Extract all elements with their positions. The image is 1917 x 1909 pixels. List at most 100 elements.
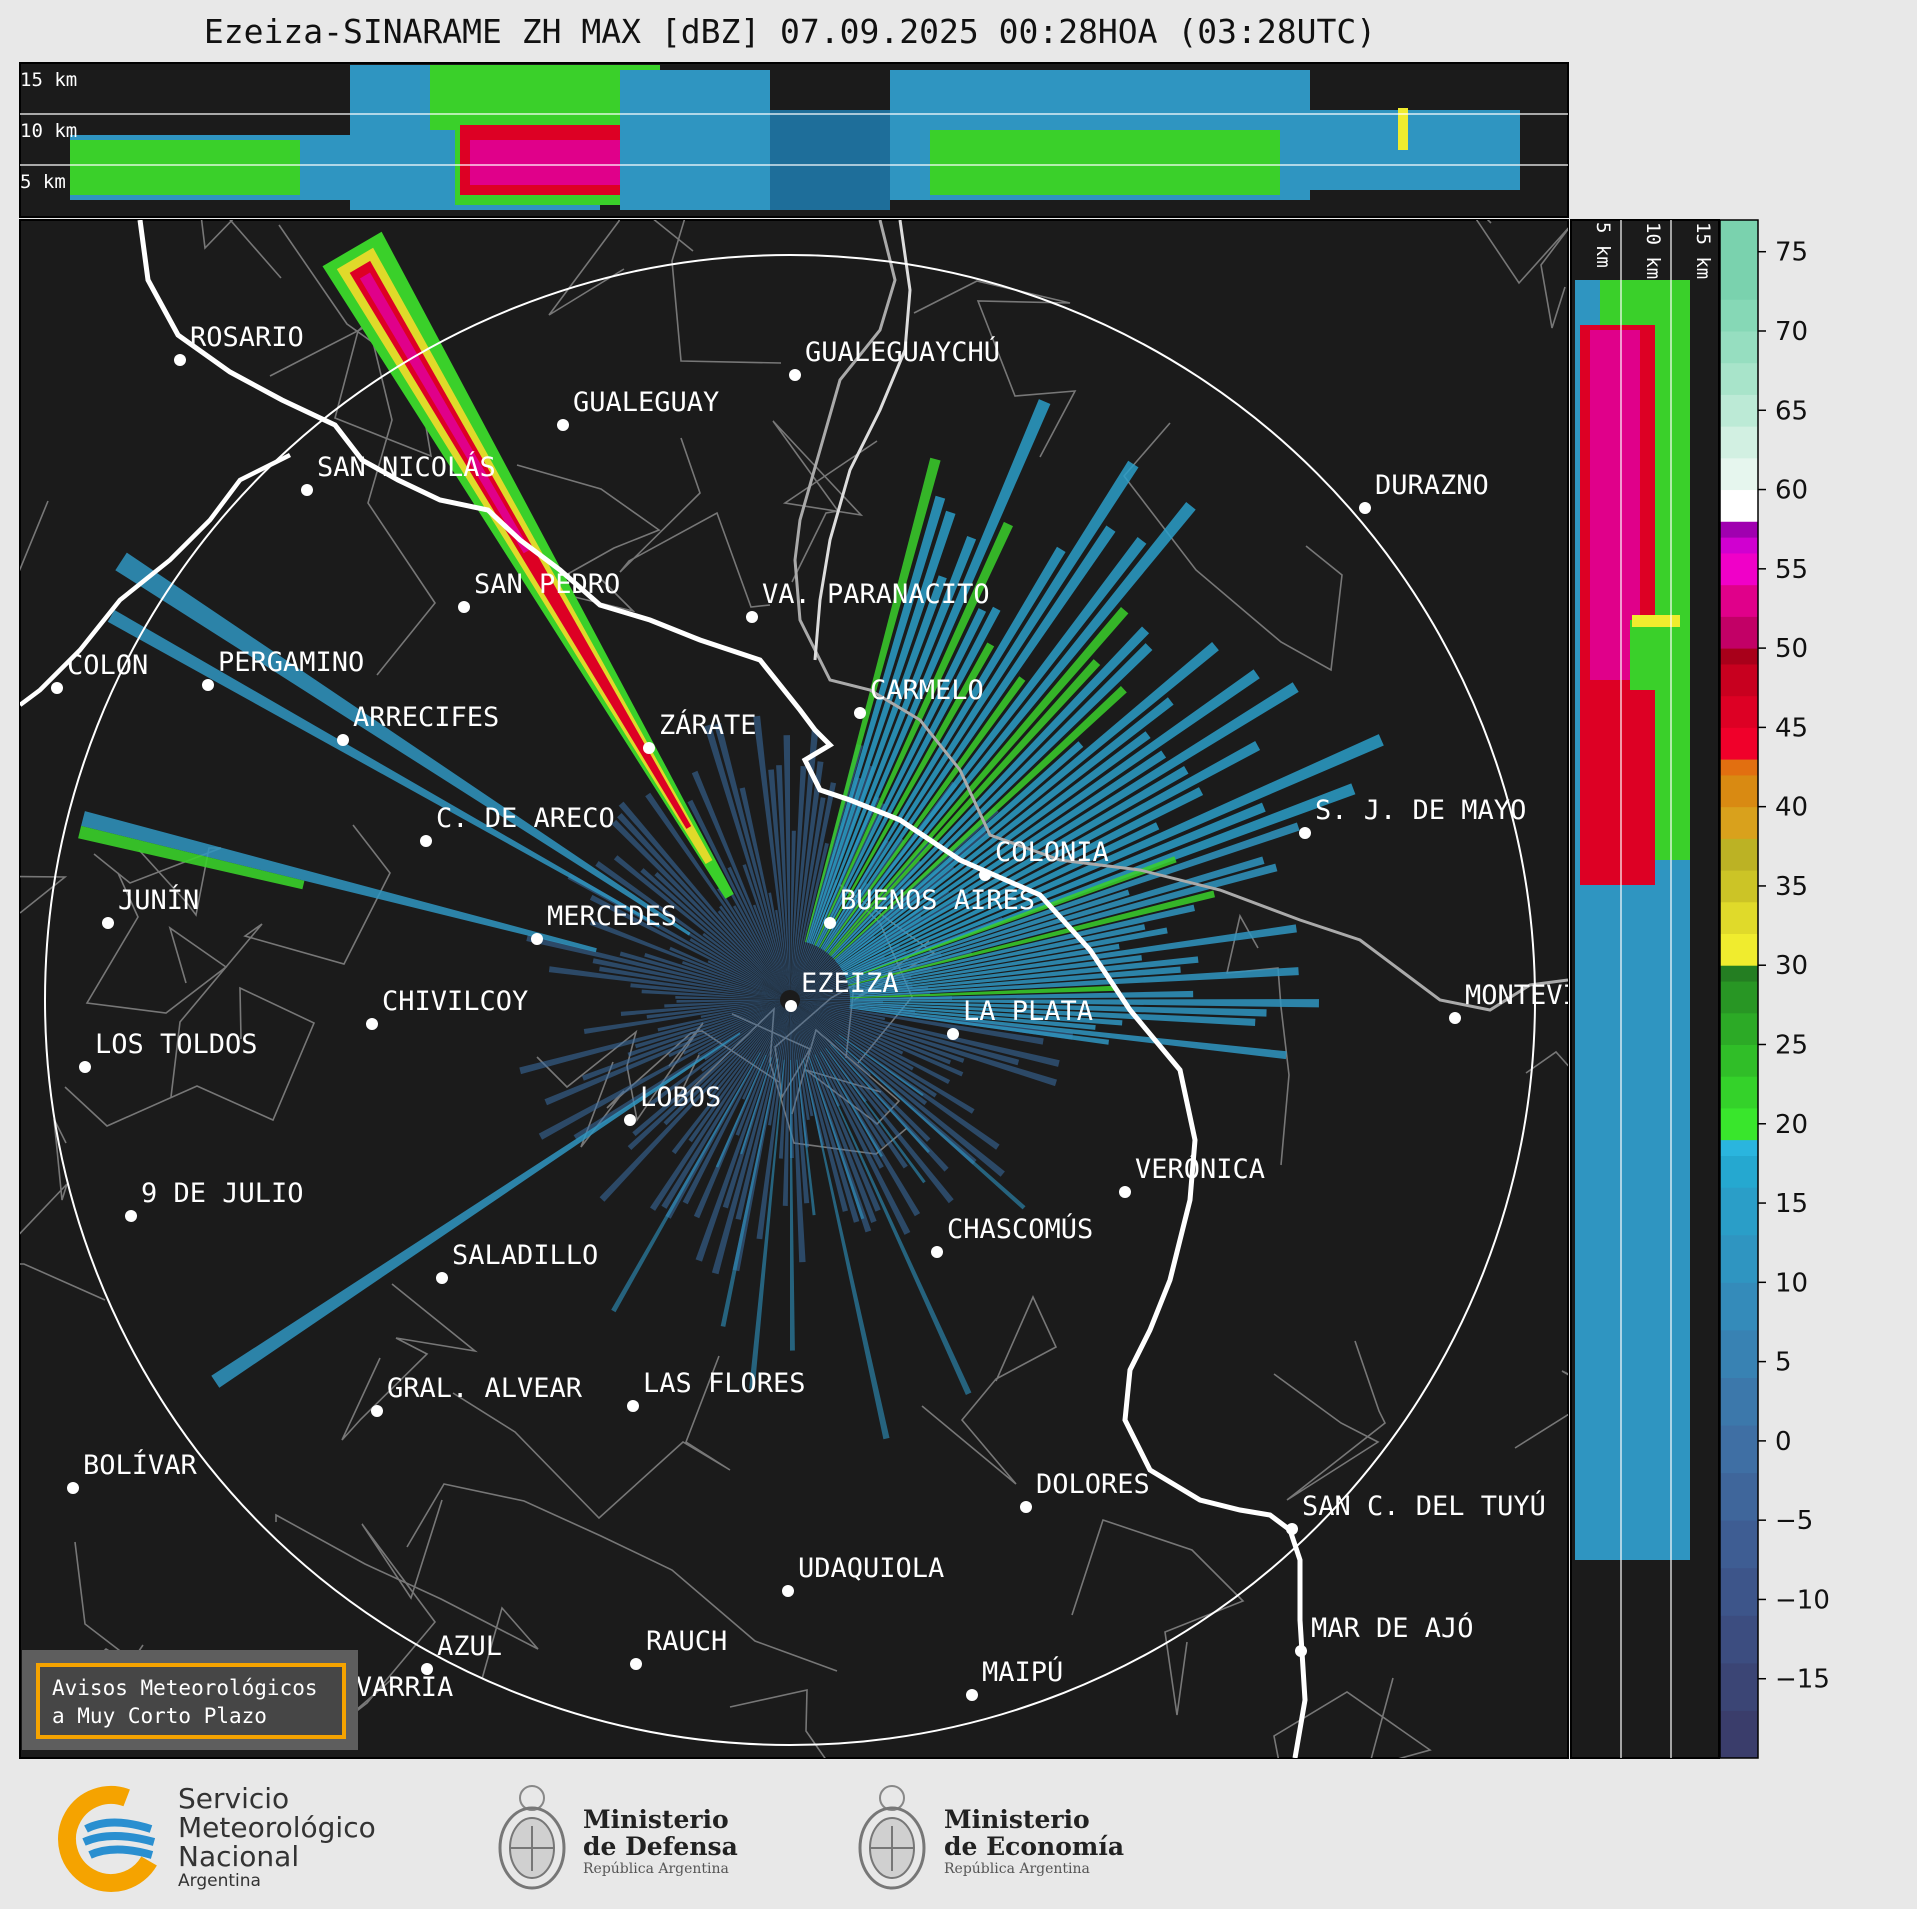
city-label: UDAQUIOLA [798, 1553, 944, 1584]
radar-echo [792, 744, 863, 991]
radar-echo [778, 1010, 790, 1159]
radar-echo [844, 822, 1160, 975]
colorbar-tick-label: 75 [1775, 238, 1808, 268]
city-label: COLON [67, 650, 148, 681]
radar-echo [797, 866, 956, 994]
radar-echo [717, 887, 785, 992]
province-border [921, 1295, 1058, 1485]
smn-line-3: Nacional [178, 1840, 300, 1873]
city-marker [67, 1482, 79, 1494]
city-label: PERGAMINO [218, 647, 364, 678]
radar-echo [795, 1007, 867, 1103]
radar-echo [782, 1010, 790, 1206]
city-marker [1286, 1523, 1298, 1535]
radar-echo [849, 1004, 1096, 1030]
city-label: DURAZNO [1375, 470, 1489, 501]
radar-echo [701, 1006, 783, 1072]
radar-echo [573, 1005, 782, 1141]
radar-echo [794, 1008, 884, 1169]
radar-echo [733, 905, 785, 992]
radar-echo [649, 1005, 783, 1106]
city-marker [1020, 1501, 1032, 1513]
radar-echo [796, 1007, 954, 1204]
city-marker [51, 682, 63, 694]
radar-echo [802, 1058, 890, 1440]
radar-echo [627, 1006, 783, 1150]
city-label: SAN C. DEL TUYÚ [1302, 1490, 1546, 1522]
radar-echo [834, 741, 1084, 961]
radar-echo [742, 864, 787, 991]
radar-echo [796, 1007, 931, 1142]
side-height-label-10km: 10 km [1642, 222, 1664, 279]
radar-echo [848, 904, 1195, 988]
city-marker [824, 917, 836, 929]
city-marker [746, 611, 758, 623]
radar-echo [799, 950, 907, 997]
radar-echo [700, 1001, 781, 1018]
province-border [64, 986, 316, 1127]
radar-echo [848, 927, 1168, 990]
city-marker [337, 734, 349, 746]
radar-echo [838, 669, 1260, 967]
radar-echo [719, 905, 785, 993]
city-label: RAUCH [646, 1626, 727, 1657]
radar-echo [799, 1003, 951, 1065]
colorbar-segment [1720, 727, 1758, 760]
colorbar-segment [1720, 584, 1758, 617]
radar-echo [833, 686, 1127, 960]
radar-echo [849, 1003, 1123, 1026]
radar-echo [795, 1008, 921, 1217]
city-label: AZUL [437, 1631, 502, 1662]
radar-echo [599, 1007, 784, 1202]
radar-echo [707, 1007, 784, 1094]
colorbar-tick-label: 15 [1775, 1189, 1808, 1219]
radar-echo [799, 1004, 904, 1055]
radar-echo [799, 1002, 1020, 1066]
city-labels: ROSARIO GUALEGUAYCHÚ GUALEGUAY SAN NICOLÁS D… [51, 322, 1568, 1716]
province-border [772, 420, 878, 583]
colorbar-segment [1720, 1187, 1758, 1236]
radar-echo [627, 1003, 781, 1057]
city-marker [789, 369, 801, 381]
colorbar-tick-label: −15 [1775, 1665, 1830, 1695]
radar-echo [795, 882, 869, 992]
radar-echo [798, 1005, 937, 1098]
radar-echo [611, 1052, 761, 1313]
radar-echo [799, 1001, 1044, 1045]
radar-echo [613, 855, 783, 994]
city-marker [627, 1400, 639, 1412]
radar-echo [849, 1007, 1109, 1045]
colorbar-tick-label: 55 [1775, 555, 1808, 585]
city-marker [630, 1658, 642, 1670]
colorbar-segment [1720, 981, 1758, 1014]
city-label: MAR DE AJÓ [1311, 1612, 1474, 1644]
warning-box[interactable]: Avisos Meteorológicos a Muy Corto Plazo [22, 1650, 358, 1750]
radar-echo [687, 931, 782, 995]
city-marker [102, 917, 114, 929]
radar-echo [717, 910, 784, 993]
radar-echo [798, 1005, 975, 1114]
city-label: EZEIZA [801, 968, 899, 999]
colorbar-segment [1720, 838, 1758, 871]
radar-echo [753, 715, 789, 991]
radar-echo [841, 766, 1189, 971]
province-border [548, 220, 625, 316]
coastline-rivers [20, 220, 1568, 1758]
height-label-10km: 10 km [20, 120, 77, 142]
smn-line-1: Servicio [178, 1782, 290, 1815]
cross-section-echo [470, 140, 630, 185]
province-border [406, 1483, 838, 1672]
city-marker [785, 1000, 797, 1012]
top-cross-section-panel: 15 km 10 km 5 km [19, 62, 1569, 218]
city-marker [420, 835, 432, 847]
colorbar-tick-label: 60 [1775, 476, 1808, 506]
city-marker [125, 1210, 137, 1222]
radar-echo [544, 1003, 781, 1106]
economia-line-1: Ministerio [944, 1805, 1090, 1834]
radar-echo [849, 943, 1120, 991]
city-label: LOBOS [640, 1082, 721, 1113]
radar-echo [797, 1006, 928, 1106]
city-label: COLONIA [995, 837, 1109, 868]
radar-echo [78, 825, 305, 890]
city-label: LAS FLORES [643, 1368, 806, 1399]
